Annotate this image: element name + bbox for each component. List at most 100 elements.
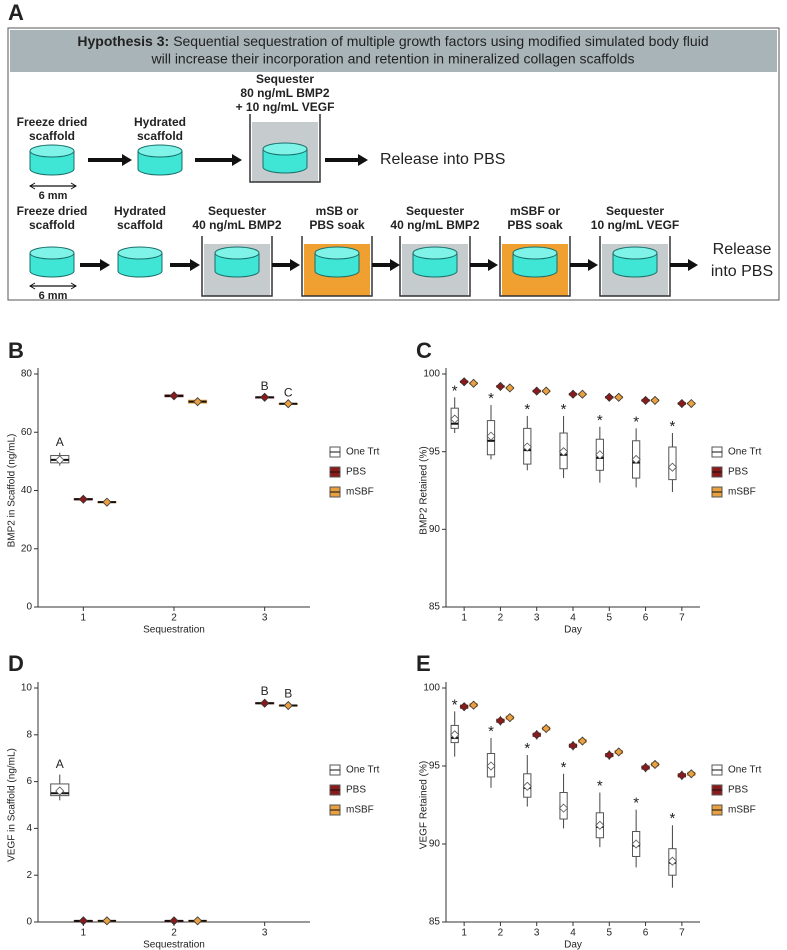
box-label: * [633, 413, 639, 430]
step-label: Hydrated [134, 115, 186, 129]
scaffold [117, 246, 163, 260]
mean-marker [193, 397, 203, 407]
legend-label: PBS [728, 467, 748, 478]
mean-marker [604, 750, 614, 760]
release-label: Release [713, 241, 772, 258]
box-label: * [597, 777, 603, 794]
mean-marker [631, 454, 641, 464]
legend-label: mSBF [346, 487, 374, 498]
mean-marker [614, 392, 624, 402]
mean-marker [283, 700, 293, 711]
x-tick-label: 2 [171, 613, 177, 624]
mean-marker [595, 450, 605, 460]
x-tick-label: 7 [679, 613, 685, 624]
step-label: Sequester [256, 72, 314, 86]
axis [37, 682, 310, 923]
step-label: Sequester [208, 204, 266, 218]
mean-marker [568, 741, 578, 751]
box-label: * [524, 401, 530, 418]
panel-letter: D [8, 651, 24, 676]
x-tick-label: 3 [534, 613, 540, 624]
y-tick-label: 2 [26, 870, 32, 881]
mean-marker [522, 781, 532, 791]
step-label: mSBF or [510, 204, 560, 218]
y-tick-label: 90 [429, 839, 441, 850]
mean-marker [459, 377, 469, 387]
box-label: A [56, 757, 64, 771]
arrow-head [488, 259, 498, 271]
box-label: * [670, 418, 676, 435]
mean-marker [532, 386, 542, 396]
legend-label: One Trt [728, 447, 762, 458]
scaffold [29, 144, 75, 158]
box-label: C [284, 385, 293, 399]
mean-marker [283, 399, 293, 409]
scaffold [612, 246, 658, 260]
mean-marker [260, 392, 270, 402]
mean-marker [486, 431, 496, 441]
scaffold [512, 246, 558, 260]
step-label: Hydrated [114, 204, 166, 218]
y-tick-label: 20 [21, 543, 33, 554]
box-label: B [261, 684, 269, 698]
step-label: Freeze dried [17, 204, 88, 218]
legend-label: One Trt [346, 447, 380, 458]
scale-end [29, 282, 77, 290]
scaffold [137, 144, 183, 158]
y-tick-label: 100 [423, 683, 440, 694]
mean-marker [102, 916, 112, 926]
mean-marker [450, 414, 460, 424]
y-tick-label: 0 [26, 917, 32, 928]
box-label: * [488, 723, 494, 740]
y-axis-title: VEGF in Scaffold (ng/mL) [7, 748, 18, 862]
axis [445, 682, 700, 923]
mean-marker [55, 786, 65, 796]
x-tick-label: 2 [498, 928, 504, 939]
mean-marker [650, 759, 660, 770]
y-tick-label: 85 [429, 917, 441, 928]
step-label: 10 ng/mL VEGF [591, 218, 679, 232]
mean-marker [505, 383, 515, 393]
header-text: Hypothesis 3: [77, 33, 169, 49]
x-axis-title: Sequestration [143, 625, 205, 636]
y-tick-label: 10 [21, 683, 33, 694]
x-tick-label: 2 [498, 613, 504, 624]
legend-label: mSBF [728, 805, 756, 816]
step-label: scaffold [29, 218, 75, 232]
step-label: mSB or [316, 204, 359, 218]
mean-marker [102, 497, 112, 507]
scaffold [314, 246, 360, 260]
step-label: + 10 ng/mL VEGF [236, 100, 335, 114]
step-label: Sequester [606, 204, 664, 218]
panel-letter: A [8, 0, 24, 25]
step-label: scaffold [137, 129, 183, 143]
step-label: PBS soak [309, 218, 365, 232]
legend-label: mSBF [346, 805, 374, 816]
mean-marker [667, 462, 677, 472]
y-tick-label: 8 [26, 729, 32, 740]
box-label: * [524, 740, 530, 757]
mean-marker [260, 698, 270, 708]
header-band [10, 30, 777, 72]
mean-marker [577, 389, 587, 399]
box-label: * [488, 390, 494, 407]
mean-marker [532, 730, 542, 740]
axis [37, 368, 310, 608]
box-label: * [597, 412, 603, 429]
mean-marker [686, 769, 696, 779]
mean-marker [469, 700, 479, 710]
mean-marker [495, 716, 505, 726]
mean-marker [677, 398, 687, 409]
mean-marker [495, 381, 505, 391]
header-text: Sequential sequestration of multiple gro… [173, 33, 708, 49]
arrow-head [290, 259, 300, 271]
y-tick-label: 40 [21, 485, 33, 496]
arrow-head [390, 259, 400, 271]
panel-letter: E [416, 651, 431, 676]
x-tick-label: 7 [679, 928, 685, 939]
mean-marker [55, 455, 65, 465]
x-tick-label: 1 [461, 928, 467, 939]
legend-label: PBS [346, 467, 366, 478]
scale-label: 6 mm [39, 190, 68, 202]
